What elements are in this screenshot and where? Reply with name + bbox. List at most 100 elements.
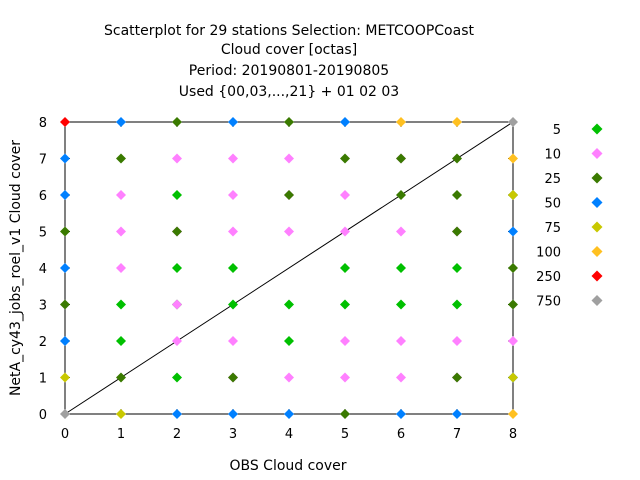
scatter-point-50	[340, 117, 350, 127]
scatter-point-25	[60, 226, 70, 237]
x-tick-label: 6	[397, 427, 405, 442]
scatter-point-25	[116, 153, 126, 164]
scatter-point-50	[508, 226, 518, 237]
x-tick-label: 3	[229, 427, 237, 442]
scatter-point-100	[452, 117, 462, 127]
data-points	[60, 117, 518, 419]
scatter-point-10	[340, 336, 350, 346]
x-axis-label: OBS Cloud cover	[229, 458, 346, 474]
y-tick-label: 0	[39, 408, 47, 423]
legend-label-750: 750	[536, 295, 561, 310]
scatter-point-25	[228, 372, 238, 383]
scatter-point-25	[284, 190, 294, 200]
scatter-point-10	[228, 190, 238, 200]
legend-marker-50	[591, 197, 603, 208]
scatter-point-50	[60, 153, 70, 164]
scatter-point-25	[340, 409, 350, 419]
scatter-point-25	[452, 372, 462, 383]
scatter-point-10	[116, 226, 126, 237]
x-tick-label: 0	[61, 427, 69, 442]
x-tick-label: 5	[341, 427, 349, 442]
x-tick-label: 2	[173, 427, 181, 442]
scatter-point-10	[172, 336, 182, 346]
scatter-point-25	[396, 153, 406, 164]
legend-marker-75	[591, 221, 603, 233]
title-line-1: Scatterplot for 29 stations Selection: M…	[104, 23, 474, 39]
scatter-point-75	[508, 190, 518, 200]
scatter-point-25	[508, 263, 518, 273]
scatter-point-5	[340, 299, 350, 310]
legend-marker-25	[591, 172, 603, 184]
scatter-point-5	[284, 299, 294, 310]
scatter-point-10	[116, 263, 126, 273]
scatter-point-5	[340, 263, 350, 273]
scatter-point-10	[172, 153, 182, 164]
one-to-one-line	[64, 121, 514, 415]
y-tick-label: 2	[39, 335, 47, 350]
scatter-point-50	[60, 336, 70, 346]
legend-label-50: 50	[544, 197, 561, 212]
scatter-point-10	[228, 153, 238, 164]
scatter-point-25	[452, 190, 462, 200]
scatter-point-5	[228, 263, 238, 273]
scatter-point-50	[172, 409, 182, 419]
scatter-point-25	[508, 299, 518, 310]
scatter-point-25	[452, 226, 462, 237]
scatter-point-10	[396, 336, 406, 346]
legend-marker-250	[591, 270, 603, 282]
scatter-point-10	[340, 226, 350, 237]
scatter-point-10	[172, 299, 182, 310]
x-tick-label: 1	[117, 427, 125, 442]
legend-marker-5	[591, 123, 603, 135]
scatter-point-5	[452, 299, 462, 310]
scatter-point-10	[396, 372, 406, 383]
legend-label-10: 10	[544, 148, 561, 163]
scatter-point-25	[60, 299, 70, 310]
scatter-point-50	[228, 117, 238, 127]
chart-title: Scatterplot for 29 stations Selection: M…	[104, 23, 474, 100]
scatter-point-5	[172, 372, 182, 383]
y-tick-label: 6	[39, 189, 47, 204]
legend-marker-100	[591, 246, 603, 257]
scatter-point-50	[396, 409, 406, 419]
scatter-point-50	[228, 409, 238, 419]
title-line-4: Used {00,03,...,21} + 01 02 03	[179, 84, 399, 100]
scatter-point-25	[396, 190, 406, 200]
scatter-point-25	[284, 117, 294, 127]
scatter-point-25	[172, 226, 182, 237]
scatter-point-25	[116, 372, 126, 383]
legend-label-75: 75	[544, 221, 561, 236]
legend-label-100: 100	[536, 246, 561, 261]
scatter-point-10	[396, 226, 406, 237]
x-tick-label: 8	[509, 427, 517, 442]
scatter-point-5	[116, 336, 126, 346]
scatter-point-5	[452, 263, 462, 273]
title-line-3: Period: 20190801-20190805	[189, 63, 389, 79]
scatter-point-10	[340, 190, 350, 200]
scatter-point-50	[60, 190, 70, 200]
scatter-point-5	[228, 299, 238, 310]
legend-marker-750	[591, 295, 603, 306]
scatter-point-10	[284, 372, 294, 383]
scatter-point-100	[396, 117, 406, 127]
scatter-point-250	[60, 117, 70, 127]
scatter-point-10	[116, 190, 126, 200]
scatter-point-50	[60, 263, 70, 273]
scatter-point-75	[508, 372, 518, 383]
scatter-point-750	[60, 409, 70, 419]
y-tick-label: 7	[39, 153, 47, 168]
x-tick-label: 4	[285, 427, 293, 442]
scatter-point-5	[396, 263, 406, 273]
scatter-point-100	[508, 409, 518, 419]
scatter-point-10	[284, 226, 294, 237]
legend: 5 10 25 50 75 100 250 750	[536, 123, 603, 310]
legend-label-5: 5	[553, 123, 561, 138]
scatter-point-25	[452, 153, 462, 164]
scatter-point-10	[228, 336, 238, 346]
scatter-point-50	[452, 409, 462, 419]
y-tick-label: 4	[39, 262, 47, 277]
y-tick-label: 3	[39, 299, 47, 314]
scatter-point-5	[396, 299, 406, 310]
scatter-point-5	[172, 190, 182, 200]
